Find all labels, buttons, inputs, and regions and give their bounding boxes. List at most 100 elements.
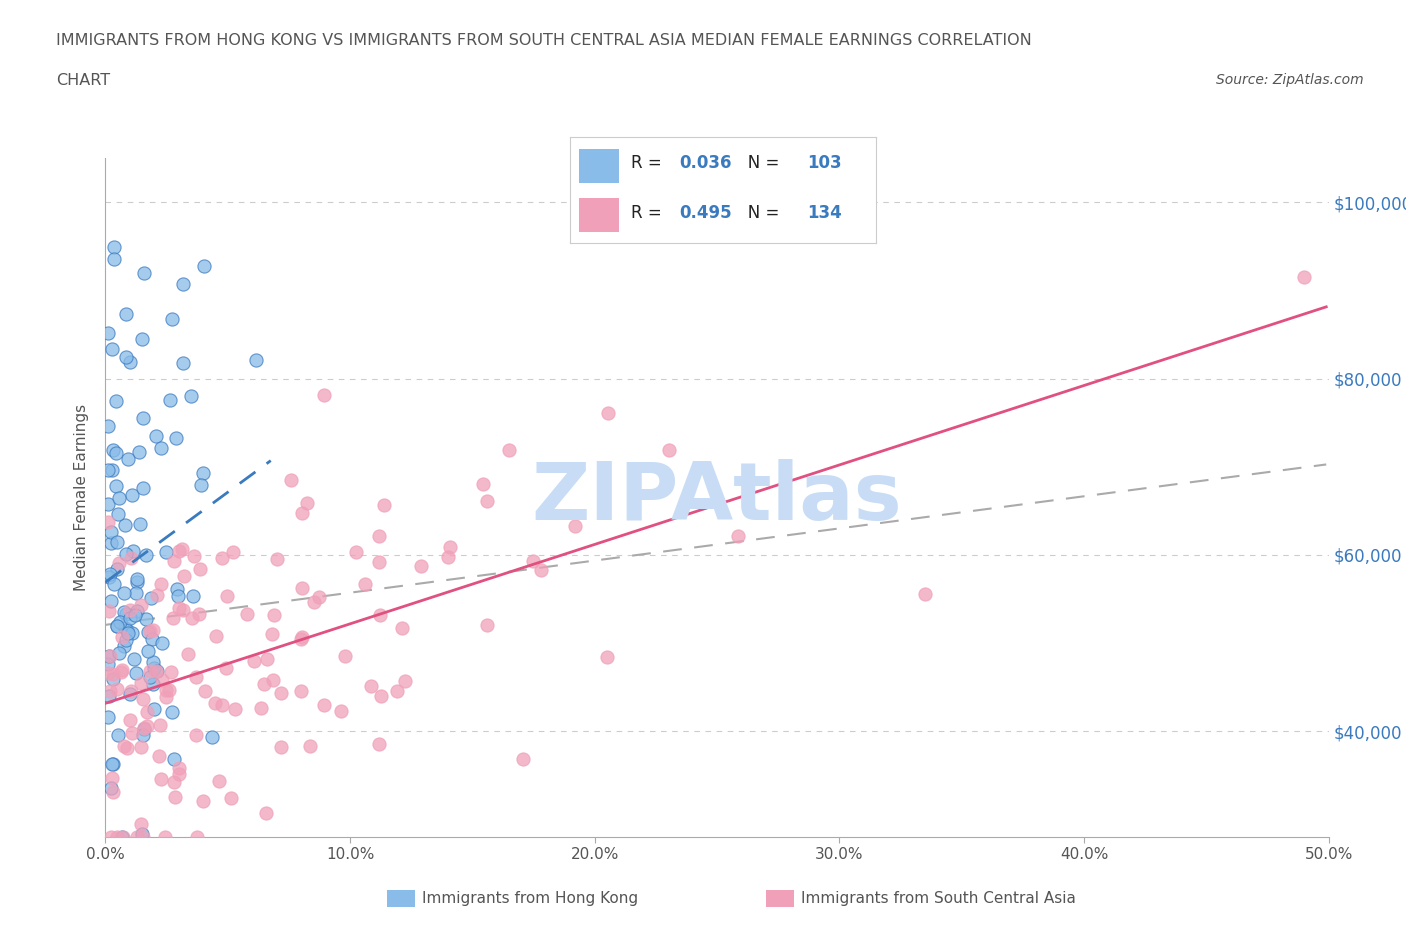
Point <box>108 615 131 630</box>
Point <box>188 562 211 577</box>
Point <box>97 326 120 340</box>
Point <box>141 591 163 605</box>
Point <box>290 631 312 646</box>
Point <box>146 664 169 679</box>
Point <box>163 775 186 790</box>
Point <box>149 718 172 733</box>
Point <box>201 729 224 744</box>
Point <box>157 683 180 698</box>
Text: Immigrants from Hong Kong: Immigrants from Hong Kong <box>422 891 638 906</box>
Point <box>105 682 128 697</box>
Point <box>167 767 190 782</box>
Point <box>101 756 124 771</box>
Point <box>167 761 190 776</box>
Point <box>211 551 233 565</box>
Point <box>120 603 142 618</box>
Point <box>177 647 200 662</box>
Point <box>149 441 172 456</box>
Point <box>596 650 619 665</box>
Point <box>101 667 124 682</box>
Point <box>367 737 389 751</box>
Point <box>120 551 142 565</box>
Point <box>1294 270 1316 285</box>
Point <box>149 577 172 591</box>
Point <box>112 585 135 600</box>
Point <box>183 589 205 604</box>
Point <box>132 691 155 706</box>
Point <box>128 445 150 459</box>
Point <box>120 712 142 727</box>
Point <box>100 780 122 795</box>
Point <box>142 623 165 638</box>
Point <box>97 688 120 703</box>
Point <box>150 673 173 688</box>
Point <box>914 586 936 601</box>
Point <box>101 462 124 477</box>
Point <box>98 649 121 664</box>
Point <box>373 498 395 512</box>
Point <box>512 751 534 766</box>
Point <box>139 670 162 684</box>
Point <box>262 672 284 687</box>
Point <box>120 354 142 369</box>
Point <box>391 620 413 635</box>
Point <box>112 830 135 844</box>
Point <box>165 790 187 804</box>
Point <box>280 472 302 487</box>
Text: CHART: CHART <box>56 73 110 87</box>
Point <box>254 805 277 820</box>
Point <box>122 543 145 558</box>
Point <box>101 443 124 458</box>
Point <box>295 496 318 511</box>
Point <box>193 465 215 480</box>
Point <box>498 443 520 458</box>
Point <box>187 606 209 621</box>
Point <box>132 266 155 281</box>
Point <box>131 480 153 495</box>
Point <box>101 756 124 771</box>
Point <box>658 442 681 457</box>
Point <box>120 610 142 625</box>
Point <box>215 660 238 675</box>
Point <box>114 606 136 621</box>
Point <box>115 632 138 647</box>
Point <box>135 704 157 719</box>
Point <box>107 507 129 522</box>
Point <box>250 700 273 715</box>
Point <box>97 418 120 433</box>
Point <box>121 626 143 641</box>
Point <box>368 607 391 622</box>
Point <box>112 604 135 619</box>
Point <box>132 722 155 737</box>
Point <box>204 696 226 711</box>
Point <box>222 544 245 559</box>
Point <box>135 548 157 563</box>
Point <box>159 392 181 407</box>
Point <box>263 607 285 622</box>
Text: 0.036: 0.036 <box>679 154 731 172</box>
Point <box>107 556 129 571</box>
Point <box>121 726 143 741</box>
FancyBboxPatch shape <box>579 198 619 232</box>
Point <box>107 830 129 844</box>
Point <box>139 663 162 678</box>
Point <box>165 431 187 445</box>
Point <box>219 790 242 805</box>
Point <box>145 664 167 679</box>
Point <box>114 306 136 321</box>
Point <box>108 491 131 506</box>
Point <box>138 624 160 639</box>
Text: 134: 134 <box>807 205 842 222</box>
Point <box>98 684 121 698</box>
Point <box>167 543 190 558</box>
Point <box>111 662 134 677</box>
Point <box>101 771 124 786</box>
Point <box>308 590 330 604</box>
Point <box>117 741 139 756</box>
Point <box>131 740 153 755</box>
Point <box>97 710 120 724</box>
Point <box>245 352 267 367</box>
Point <box>105 393 128 408</box>
Text: Source: ZipAtlas.com: Source: ZipAtlas.com <box>1216 73 1364 86</box>
Point <box>180 388 202 403</box>
